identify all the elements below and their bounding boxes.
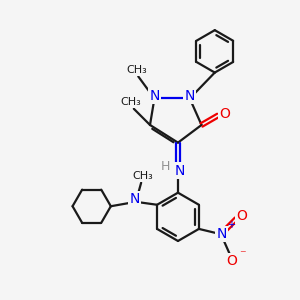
Text: O: O <box>219 107 230 121</box>
Text: N: N <box>129 193 140 206</box>
Text: H: H <box>161 160 170 173</box>
Text: O: O <box>227 254 238 268</box>
Text: CH₃: CH₃ <box>126 65 147 75</box>
Text: CH₃: CH₃ <box>132 171 153 181</box>
Text: ⁻: ⁻ <box>239 249 246 262</box>
Text: N: N <box>216 226 227 241</box>
Text: N: N <box>149 88 160 103</box>
Text: CH₃: CH₃ <box>120 97 141 107</box>
Text: N: N <box>184 88 195 103</box>
Text: O: O <box>236 209 247 223</box>
Text: N: N <box>174 164 184 178</box>
Text: +: + <box>227 220 236 230</box>
